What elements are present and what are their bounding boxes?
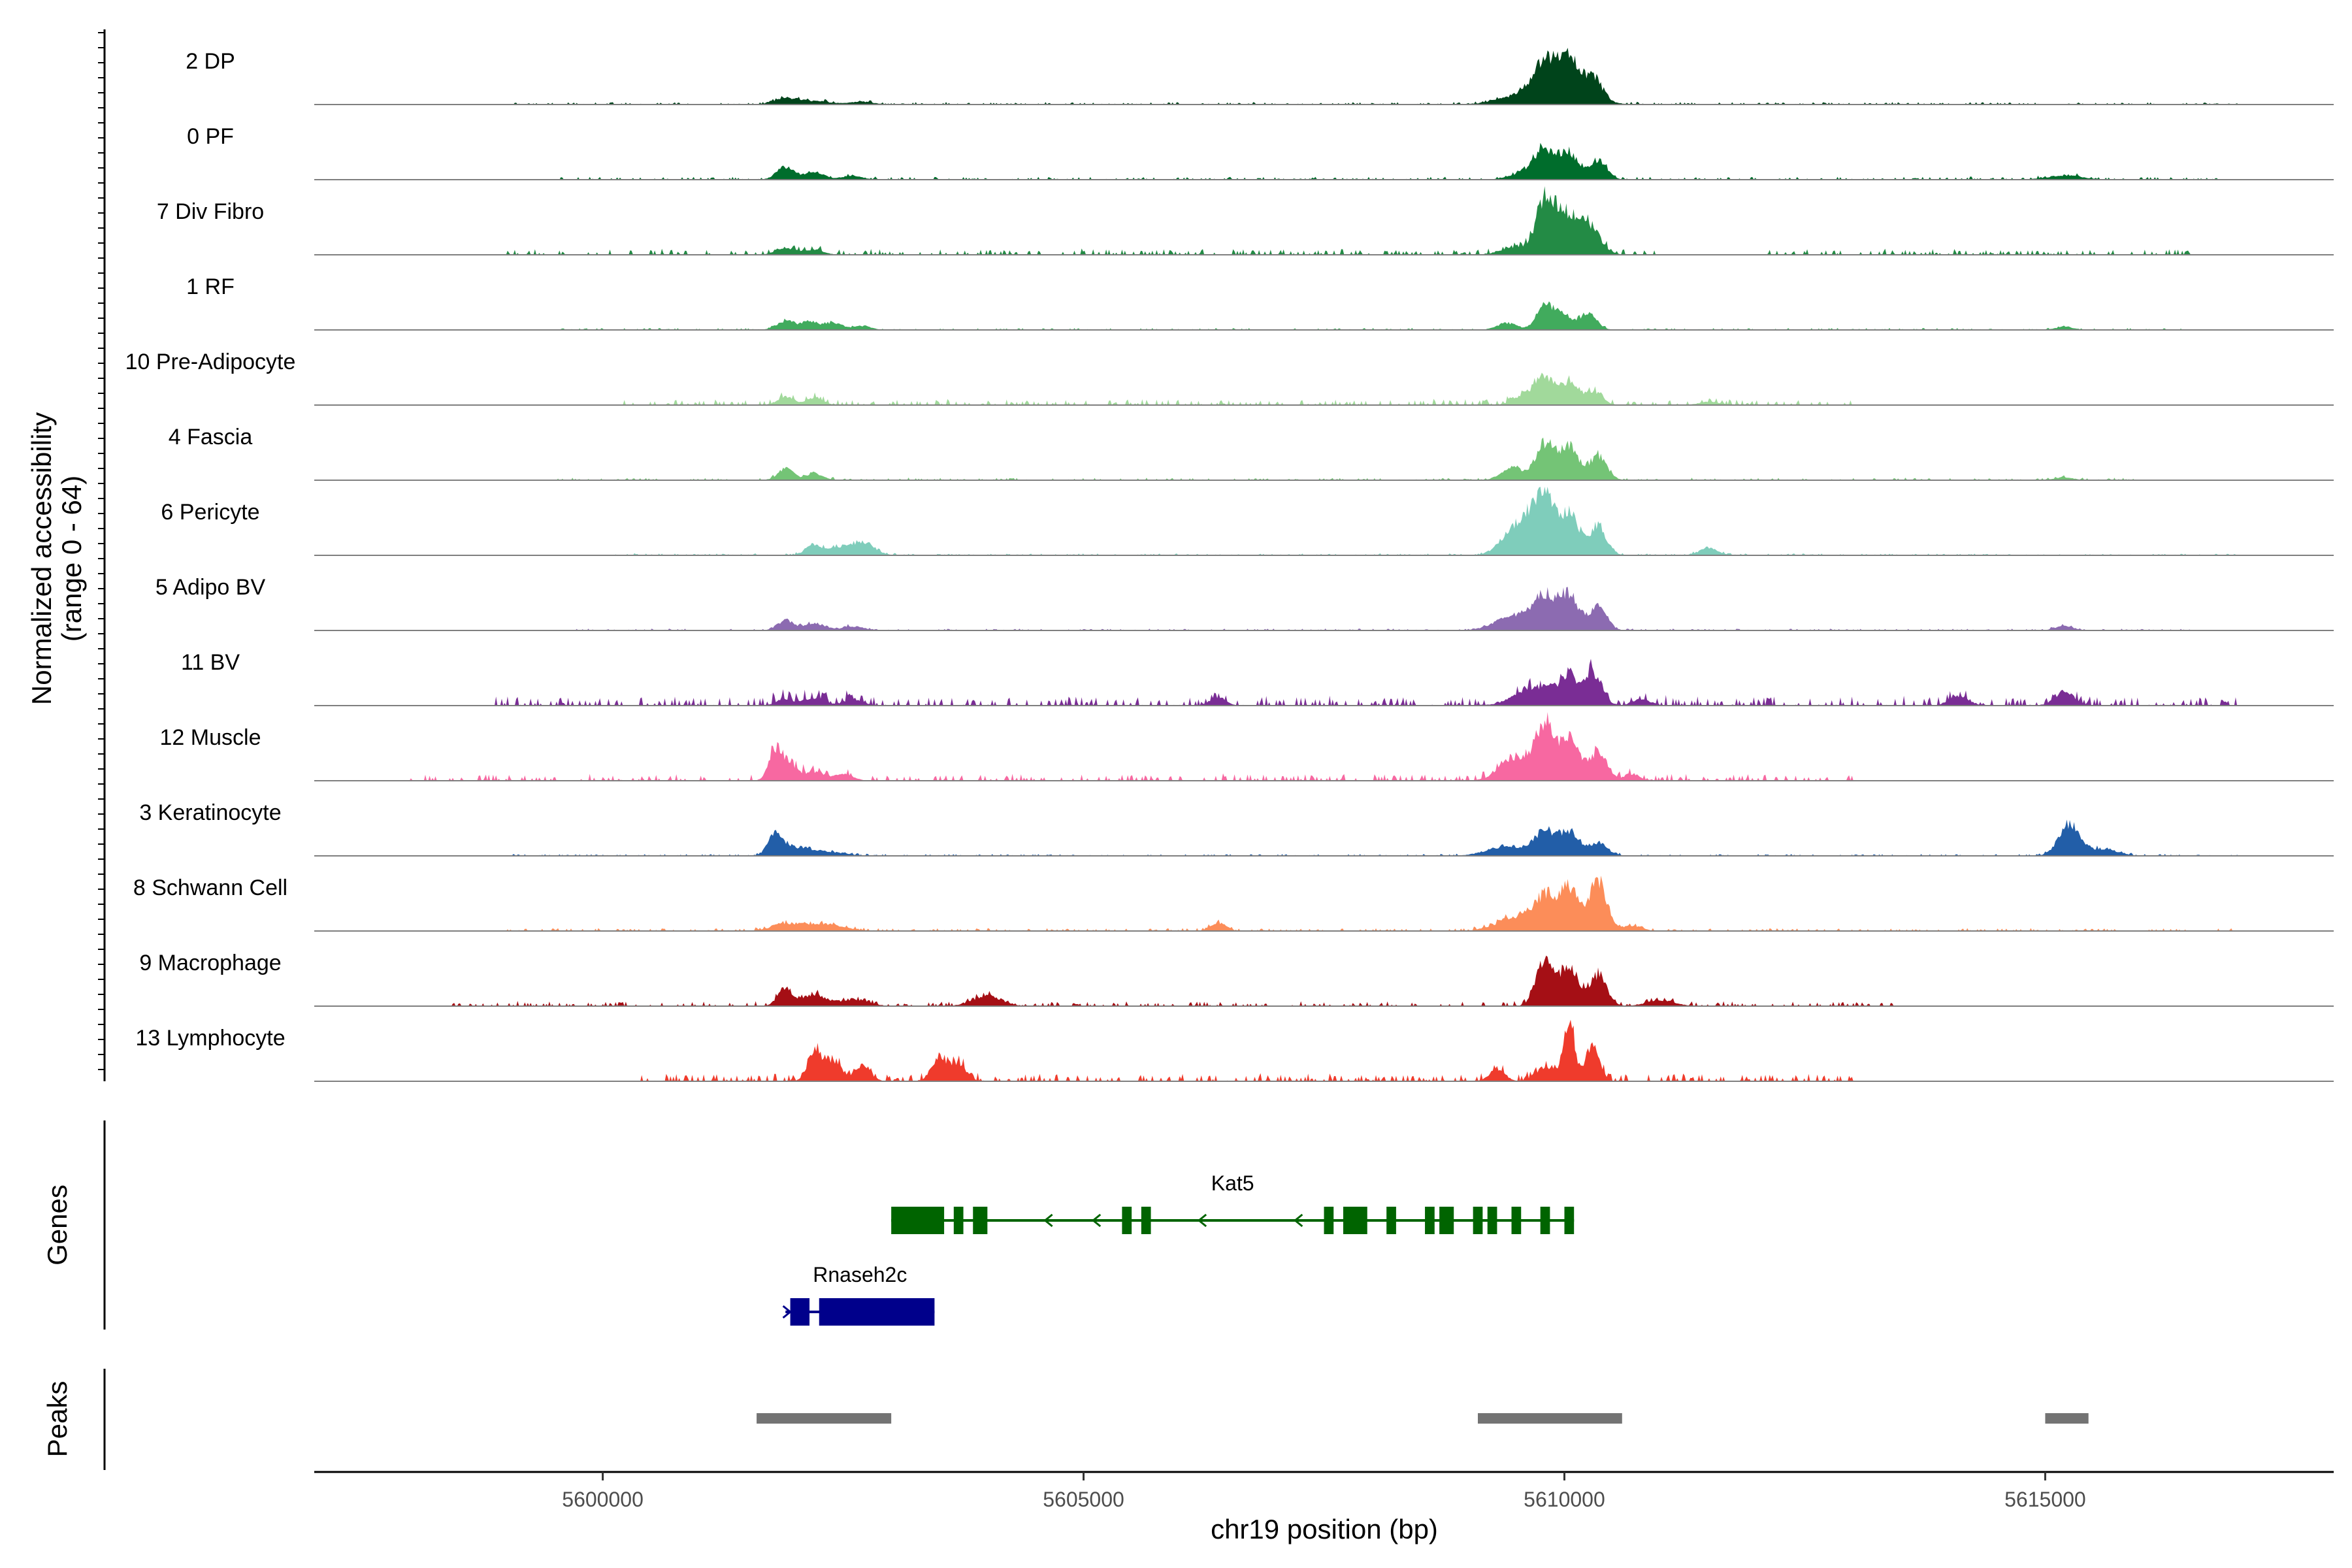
coverage-tracks: 2 DP 0 PF 7 Div Fibro 1 RF 10 Pre-Adipocyte 4… (125, 48, 2334, 1082)
genes-panel-title: Genes (42, 1184, 73, 1266)
gene-exon (1540, 1207, 1550, 1234)
x-axis-ticks: 5600000 5605000 5610000 5615000 (562, 1472, 2086, 1511)
genes-panel: Kat5 Rnaseh2c (782, 1171, 1575, 1326)
coverage-area-13-lymphocyte (314, 1019, 2334, 1081)
track-5-adipo-bv: 5 Adipo BV (155, 575, 2334, 631)
coverage-area-10-pre-adipocyte (314, 372, 2334, 405)
track-4-fascia: 4 Fascia (169, 425, 2334, 481)
coverage-area-0-pf (314, 142, 2334, 180)
track-label-12-muscle: 12 Muscle (160, 725, 261, 750)
coverage-area-1-rf (314, 301, 2334, 330)
gene-rnaseh2c: Rnaseh2c (782, 1263, 935, 1326)
peak-region (2045, 1413, 2089, 1424)
track-1-rf: 1 RF (186, 274, 2334, 331)
strand-arrow (1043, 1213, 1053, 1228)
peaks-panel (757, 1413, 2089, 1424)
strand-arrow (782, 1305, 792, 1319)
track-11-bv: 11 BV (181, 650, 2334, 706)
gene-exon (1141, 1207, 1151, 1234)
gene-exon (1439, 1207, 1454, 1234)
track-10-pre-adipocyte: 10 Pre-Adipocyte (125, 350, 2334, 406)
y-axis-title-line1: Normalized accessibility (26, 412, 57, 705)
coverage-area-11-bv (314, 659, 2334, 706)
peak-region (1478, 1413, 1622, 1424)
coverage-area-4-fascia (314, 437, 2334, 480)
gene-exon (1425, 1207, 1435, 1234)
gene-exon (1564, 1207, 1575, 1234)
track-label-13-lymphocyte: 13 Lymphocyte (135, 1026, 285, 1051)
gene-exon (1324, 1207, 1334, 1234)
gene-exon (1122, 1207, 1132, 1234)
gene-exon (891, 1207, 945, 1234)
coverage-area-9-macrophage (314, 955, 2334, 1006)
gene-exon (953, 1207, 964, 1234)
strand-arrow (1197, 1213, 1207, 1228)
track-8-schwann-cell: 8 Schwann Cell (133, 875, 2334, 932)
track-6-pericyte: 6 Pericyte (161, 487, 2334, 556)
track-label-5-adipo-bv: 5 Adipo BV (155, 575, 266, 600)
track-12-muscle: 12 Muscle (160, 712, 2334, 781)
peak-region (757, 1413, 892, 1424)
gene-label-kat5: Kat5 (1211, 1171, 1254, 1195)
coverage-area-6-pericyte (314, 487, 2334, 555)
track-0-pf: 0 PF (187, 124, 2334, 180)
track-3-keratinocyte: 3 Keratinocyte (139, 800, 2334, 857)
gene-exon (1473, 1207, 1483, 1234)
strand-arrow (1293, 1213, 1303, 1228)
track-label-3-keratinocyte: 3 Keratinocyte (139, 800, 281, 825)
gene-label-rnaseh2c: Rnaseh2c (813, 1263, 907, 1286)
coverage-area-2-dp (314, 48, 2334, 105)
track-label-9-macrophage: 9 Macrophage (139, 951, 281, 975)
track-13-lymphocyte: 13 Lymphocyte (135, 1019, 2334, 1082)
peaks-panel-title: Peaks (42, 1381, 73, 1458)
track-label-0-pf: 0 PF (187, 124, 234, 149)
coverage-area-5-adipo-bv (314, 587, 2334, 630)
track-label-1-rf: 1 RF (186, 274, 235, 299)
track-label-2-dp: 2 DP (186, 49, 235, 74)
gene-exon (790, 1298, 810, 1326)
coverage-area-3-keratinocyte (314, 819, 2334, 856)
track-2-dp: 2 DP (186, 48, 2334, 105)
gene-exon (973, 1207, 988, 1234)
x-tick-label: 5605000 (1043, 1488, 1124, 1511)
track-7-div-fibro: 7 Div Fibro (157, 186, 2334, 255)
gene-exon (1511, 1207, 1522, 1234)
coverage-area-12-muscle (314, 712, 2334, 781)
gene-exon (1343, 1207, 1367, 1234)
gene-exon (1386, 1207, 1396, 1234)
coverage-y-axis (98, 29, 106, 1081)
gene-exon (1487, 1207, 1497, 1234)
track-label-7-div-fibro: 7 Div Fibro (157, 199, 264, 224)
strand-arrow (1091, 1213, 1102, 1228)
x-tick-label: 5610000 (1524, 1488, 1605, 1511)
track-label-11-bv: 11 BV (181, 650, 240, 675)
track-label-4-fascia: 4 Fascia (169, 425, 253, 449)
track-9-macrophage: 9 Macrophage (139, 951, 2334, 1007)
coverage-area-8-schwann-cell (314, 875, 2334, 931)
y-axis-title-line2: (range 0 - 64) (56, 476, 87, 642)
x-tick-label: 5615000 (2004, 1488, 2086, 1511)
gene-kat5: Kat5 (891, 1171, 1575, 1234)
track-label-8-schwann-cell: 8 Schwann Cell (133, 875, 287, 900)
x-tick-label: 5600000 (562, 1488, 644, 1511)
track-label-10-pre-adipocyte: 10 Pre-Adipocyte (125, 350, 296, 374)
gene-exon (819, 1298, 935, 1326)
coverage-area-7-div-fibro (314, 186, 2334, 255)
x-axis-title: chr19 position (bp) (1211, 1514, 1438, 1544)
track-label-6-pericyte: 6 Pericyte (161, 500, 259, 525)
